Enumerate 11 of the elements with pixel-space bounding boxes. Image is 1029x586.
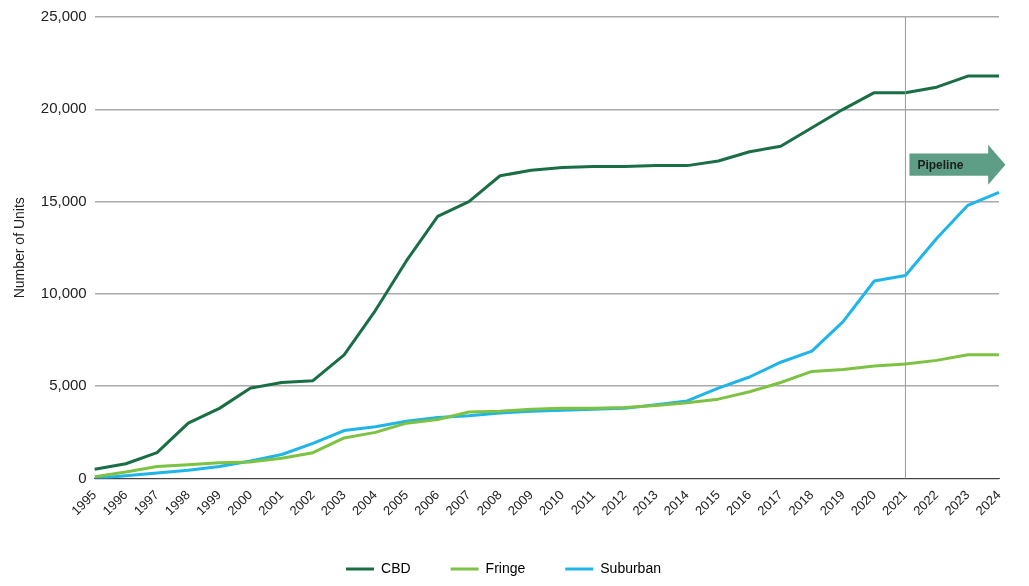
legend-label: Suburban bbox=[600, 559, 661, 576]
y-tick-label: 20,000 bbox=[40, 99, 87, 117]
y-axis-title: Number of Units bbox=[11, 197, 28, 299]
y-tick-label: 5,000 bbox=[49, 376, 87, 394]
legend-label: Fringe bbox=[485, 559, 526, 576]
y-tick-label: 15,000 bbox=[40, 191, 87, 209]
legend-label: CBD bbox=[381, 559, 411, 576]
y-tick-label: 0 bbox=[78, 468, 87, 486]
annotation: Pipeline bbox=[917, 157, 964, 172]
y-tick-label: 10,000 bbox=[40, 284, 87, 302]
y-tick-label: 25,000 bbox=[40, 7, 87, 25]
